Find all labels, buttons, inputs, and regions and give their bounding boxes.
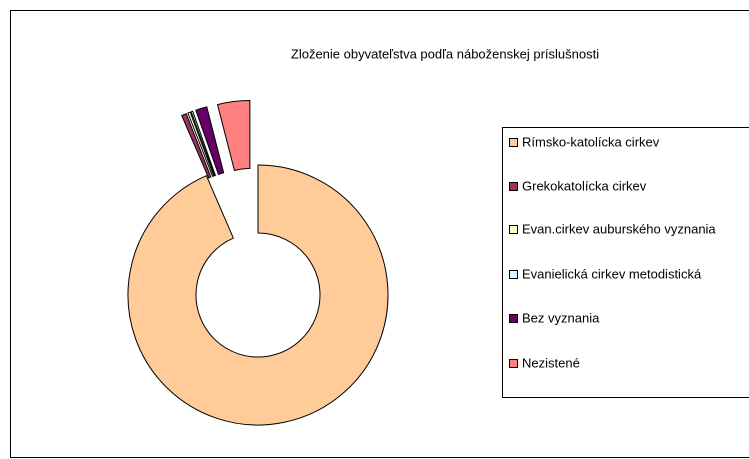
legend-box: [502, 127, 749, 398]
legend-label: Nezistené: [522, 355, 580, 370]
legend-swatch: [509, 359, 518, 368]
doughnut-slice: [216, 100, 251, 172]
doughnut-slice: [187, 111, 215, 178]
legend-swatch: [509, 225, 518, 234]
legend-swatch: [509, 182, 518, 191]
legend-label: Grekokatolícka cirkev: [522, 178, 647, 193]
legend-label: Bez vyznania: [522, 310, 600, 325]
legend-label: Evan.cirkev auburského vyznania: [522, 221, 716, 236]
legend-swatch: [509, 138, 518, 147]
legend-swatch: [509, 314, 518, 323]
legend-swatch: [509, 270, 518, 279]
legend-label: Evanielická cirkev metodistická: [522, 266, 702, 281]
legend-label: Rímsko-katolícka cirkev: [522, 134, 660, 149]
doughnut-slice: [181, 113, 212, 179]
doughnut-slice: [127, 164, 389, 426]
doughnut-slice: [190, 110, 216, 177]
doughnut-slice: [195, 106, 225, 175]
chart-title: Zloženie obyvateľstva podľa náboženskej …: [291, 46, 599, 61]
